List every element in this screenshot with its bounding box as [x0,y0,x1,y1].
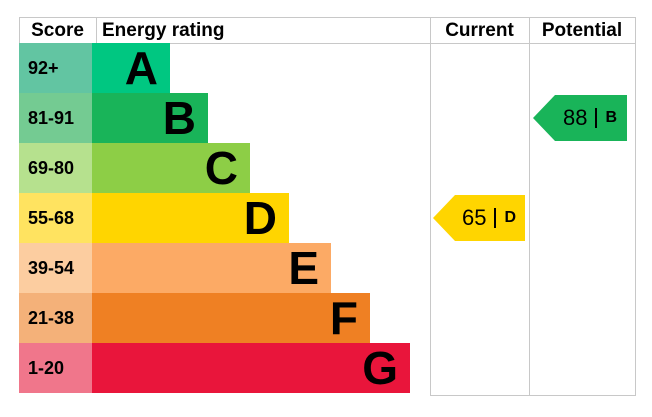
band-score-range: 69-80 [19,143,92,193]
current-rating-pointer: 65 D [433,195,525,241]
column-header-score: Score [31,20,84,41]
band-bar: B [92,93,208,143]
band-bar: C [92,143,250,193]
band-letter: B [162,92,196,144]
band-score-range: 21-38 [19,293,92,343]
table-right-border [635,17,636,396]
column-header-potential: Potential [541,20,623,41]
band-score-range: 39-54 [19,243,92,293]
current-rating-value: 65 [461,205,487,230]
band-row-e: 39-54 E [19,243,331,293]
pointer-separator [494,208,497,228]
score-column-divider [96,17,97,44]
potential-rating-value: 88 [562,105,588,130]
table-bottom-border [430,395,636,396]
current-column-divider [430,17,431,396]
band-letter: D [243,192,277,244]
band-bar: F [92,293,370,343]
potential-rating-pointer: 88 B [533,95,627,141]
column-header-current: Current [445,20,514,41]
band-bar: E [92,243,331,293]
band-row-c: 69-80 C [19,143,250,193]
potential-rating-band-letter: B [605,109,618,126]
band-score-range: 55-68 [19,193,92,243]
band-row-d: 55-68 D [19,193,289,243]
band-bar: D [92,193,289,243]
pointer-separator [595,108,598,128]
band-score-range: 1-20 [19,343,92,393]
band-score-range: 81-91 [19,93,92,143]
column-header-rating: Energy rating [102,20,225,41]
band-letter: G [362,342,398,394]
current-rating-band-letter: D [504,209,517,226]
band-row-g: 1-20 G [19,343,410,393]
band-score-range: 92+ [19,43,92,93]
band-letter: A [124,42,158,94]
band-letter: C [204,142,238,194]
table-top-border [19,17,636,18]
potential-column-divider [529,17,530,396]
band-letter: F [329,292,358,344]
band-row-b: 81-91 B [19,93,208,143]
header-left-border [19,17,20,44]
band-bar: A [92,43,170,93]
band-bar: G [92,343,410,393]
band-letter: E [288,242,319,294]
band-row-f: 21-38 F [19,293,370,343]
header-bottom-border [19,43,636,44]
band-row-a: 92+ A [19,43,170,93]
